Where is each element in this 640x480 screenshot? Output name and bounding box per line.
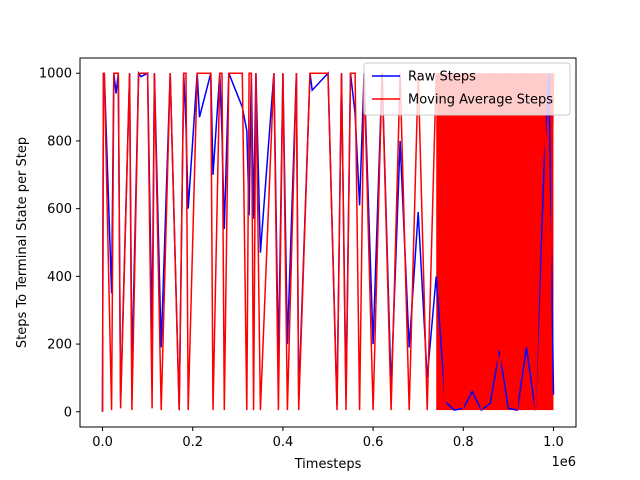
x-tick-label: 1.0 <box>543 435 564 450</box>
x-tick-label: 0.2 <box>182 435 203 450</box>
x-axis-label: Timesteps <box>294 457 362 472</box>
plot-layer <box>101 70 555 412</box>
x-tick-label: 0.0 <box>92 435 113 450</box>
legend-label-raw-steps: Raw Steps <box>408 70 476 85</box>
ticks-layer: 0.0 0.2 0.4 0.6 0.8 1.0 0 200 400 600 800 1000 <box>39 67 564 450</box>
y-tick-label: 200 <box>47 338 72 353</box>
y-tick-label: 800 <box>47 134 72 149</box>
series-line-moving-average <box>101 72 555 412</box>
legend: Raw Steps Moving Average Steps <box>363 62 571 116</box>
x-tick-label: 0.8 <box>453 435 474 450</box>
y-tick-label: 400 <box>47 270 72 285</box>
y-tick-label: 600 <box>47 202 72 217</box>
y-tick-label: 0 <box>64 405 72 420</box>
legend-box <box>363 62 571 116</box>
y-tick-label: 1000 <box>39 67 72 82</box>
y-axis-label: Steps To Terminal State per Step <box>15 137 30 348</box>
legend-label-moving-average: Moving Average Steps <box>408 93 553 108</box>
x-offset-label: 1e6 <box>551 455 576 470</box>
x-tick-label: 0.6 <box>363 435 384 450</box>
x-tick-label: 0.4 <box>273 435 294 450</box>
axes-frame <box>79 57 577 428</box>
